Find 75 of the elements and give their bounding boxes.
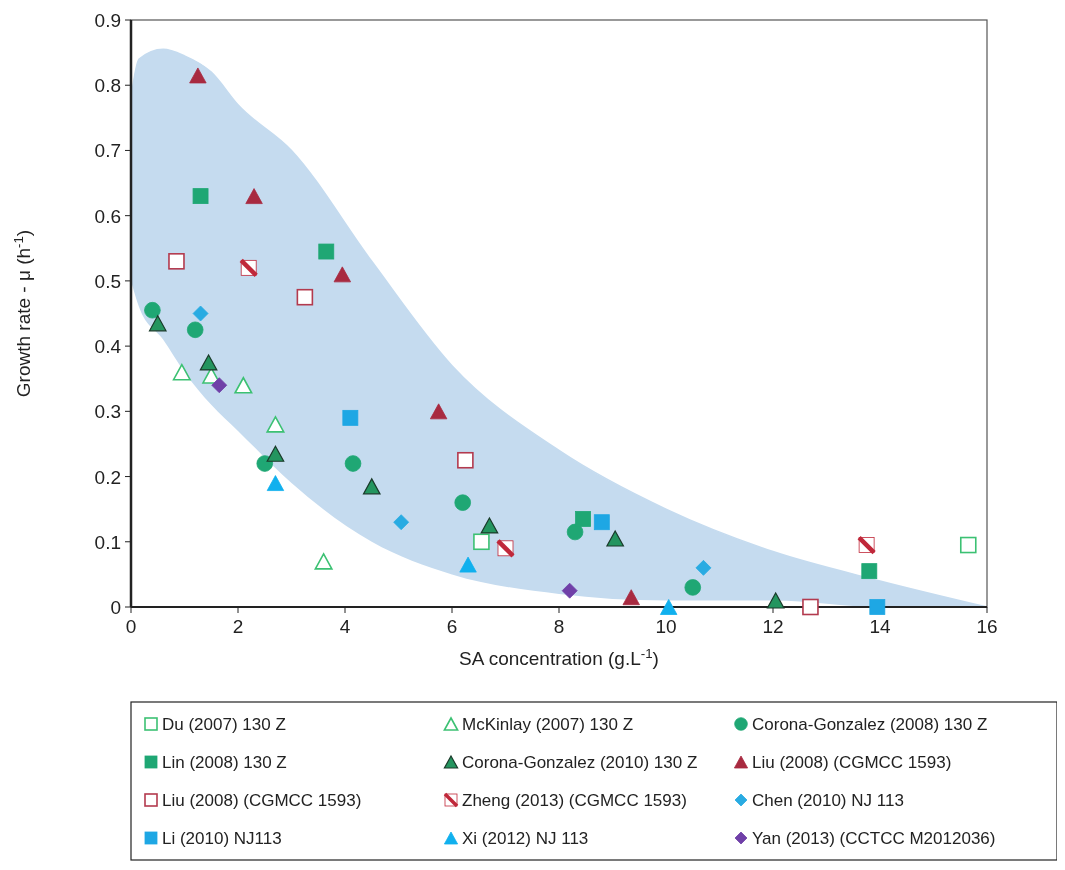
point: [766, 592, 785, 609]
point: [186, 321, 204, 339]
legend-label: Lin (2008) 130 Z: [162, 753, 287, 772]
x-tick-label: 8: [553, 616, 565, 637]
point: [344, 455, 362, 472]
point: [473, 533, 490, 551]
point: [454, 494, 471, 511]
x-tick-label: 2: [232, 616, 244, 637]
legend-label: Li (2010) NJ113: [162, 829, 282, 848]
point: [457, 451, 474, 469]
point: [342, 409, 359, 426]
point: [245, 188, 263, 204]
point: [266, 416, 285, 433]
point: [362, 478, 381, 495]
point: [192, 188, 209, 204]
y-tick-label: 0: [110, 597, 121, 618]
legend-label: Du (2007) 130 Z: [162, 715, 286, 734]
legend-label: Zheng (2013) (CGMCC 1593): [462, 791, 687, 810]
point: [593, 514, 610, 531]
y-tick-label: 0.5: [94, 270, 121, 292]
x-tick-label: 10: [655, 616, 677, 637]
point: [296, 288, 314, 306]
y-tick-label: 0.2: [94, 466, 121, 488]
point: [861, 563, 878, 580]
point: [575, 511, 591, 527]
point: [802, 598, 819, 616]
point: [695, 559, 712, 576]
point: [459, 556, 477, 573]
point: [199, 354, 218, 371]
x-tick-label: 4: [339, 616, 351, 637]
point: [660, 599, 678, 615]
x-tick-label: 6: [446, 616, 458, 637]
x-tick-label: 12: [762, 616, 784, 637]
point: [318, 243, 335, 260]
y-tick-label: 0.3: [94, 401, 121, 423]
point: [429, 403, 448, 420]
point: [314, 553, 333, 570]
legend-label: Liu (2008) (CGMCC 1593): [752, 753, 952, 772]
point: [168, 253, 185, 270]
y-tick-label: 0.9: [94, 10, 121, 31]
y-tick-label: 0.4: [94, 336, 122, 358]
point: [234, 376, 253, 394]
legend-label: Yan (2013) (CCTCC M2012036): [752, 829, 996, 848]
legend-label: Corona-Gonzalez (2010) 130 Z: [462, 753, 698, 772]
y-tick-label: 0.8: [94, 75, 121, 97]
point: [566, 523, 584, 541]
y-tick-label: 0.6: [94, 205, 121, 227]
point: [266, 445, 285, 462]
point: [606, 530, 625, 547]
point: [561, 582, 578, 599]
x-tick-label: 0: [125, 616, 137, 637]
point: [211, 377, 228, 394]
legend-label: Chen (2010) NJ 113: [752, 791, 904, 810]
legend-label: McKinlay (2007) 130 Z: [462, 715, 634, 734]
point: [393, 514, 410, 531]
point: [480, 517, 499, 534]
y-tick-label: 0.1: [94, 531, 121, 553]
x-tick-label: 14: [869, 616, 891, 637]
x-axis-title: SA concentration (g.L$^{-1}$): [459, 645, 659, 669]
x-tick-label: 16: [976, 616, 998, 637]
legend-label: Xi (2012) NJ 113: [462, 829, 589, 848]
legend-label: Liu (2008) (CGMCC 1593): [162, 791, 362, 810]
point: [172, 363, 191, 381]
y-tick-label: 0.7: [94, 140, 121, 162]
point: [684, 579, 702, 596]
point: [256, 455, 274, 472]
point: [189, 67, 207, 84]
point: [333, 266, 351, 283]
point: [266, 475, 285, 491]
point: [144, 301, 161, 319]
point: [148, 315, 167, 332]
point: [192, 305, 209, 322]
point: [869, 599, 886, 615]
point: [622, 589, 640, 606]
legend-label: Corona-Gonzalez (2008) 130 Z: [752, 715, 988, 734]
